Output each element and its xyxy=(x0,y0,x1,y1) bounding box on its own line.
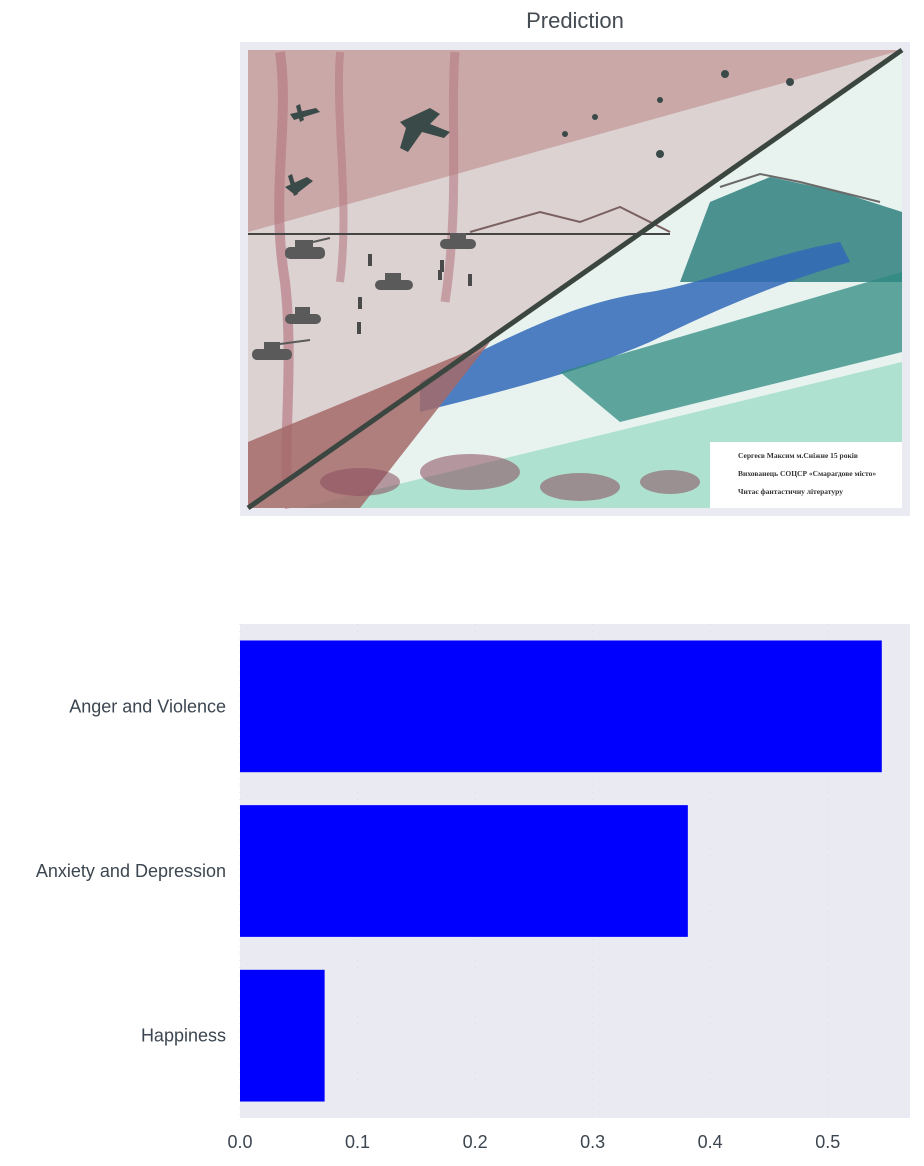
y-category-label: Anxiety and Depression xyxy=(36,861,226,881)
tank-icon xyxy=(252,233,476,360)
caption-line-3: Читає фантастичну літературу xyxy=(738,487,843,496)
x-tick-label: 0.1 xyxy=(345,1132,370,1152)
plane-icon xyxy=(285,70,794,196)
mountain-icon xyxy=(719,172,881,203)
caption-line-1: Сергеєв Максим м.Сніжне 15 років xyxy=(738,451,858,460)
bar xyxy=(240,805,688,937)
y-category-label: Anger and Violence xyxy=(69,696,226,716)
caption-line-2: Вихованець СОЦСР «Смарагдове місто» xyxy=(738,469,876,478)
soldier-icon xyxy=(357,254,472,334)
chart-title: Prediction xyxy=(526,8,624,33)
bar xyxy=(240,640,882,773)
x-tick-label: 0.2 xyxy=(463,1132,488,1152)
bar xyxy=(240,969,325,1102)
x-tick-label: 0.0 xyxy=(227,1132,252,1152)
artwork-image: Сергеєв Максим м.Сніжне 15 років Вихован… xyxy=(240,42,910,516)
x-tick-label: 0.5 xyxy=(815,1132,840,1152)
y-category-label: Happiness xyxy=(141,1026,226,1046)
x-tick-label: 0.3 xyxy=(580,1132,605,1152)
x-tick-label: 0.4 xyxy=(698,1132,723,1152)
